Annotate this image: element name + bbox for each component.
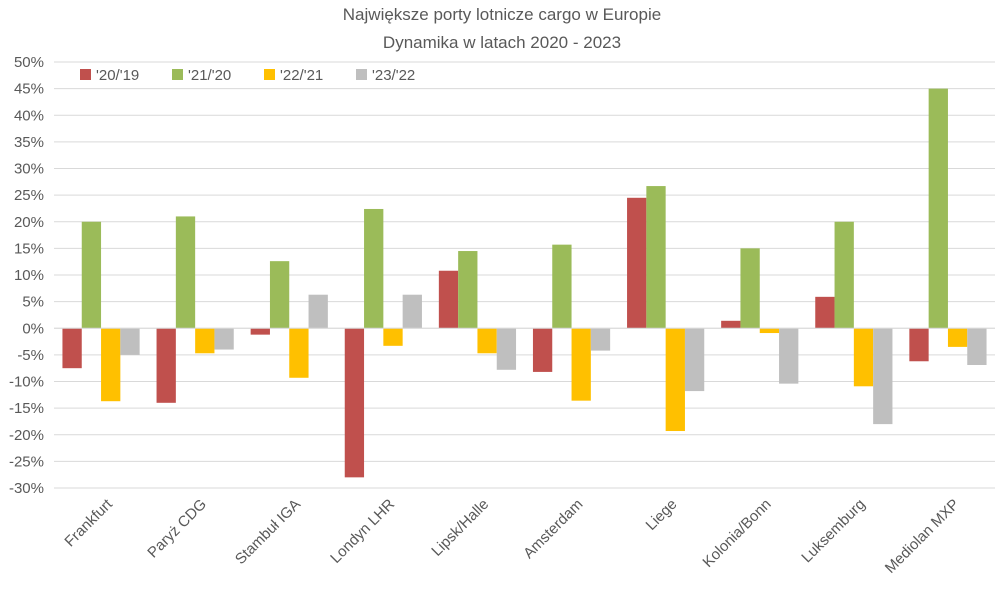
chart-title: Największe porty lotnicze cargo w Europi…	[343, 5, 661, 24]
y-tick-label: 30%	[14, 161, 44, 178]
bar	[779, 328, 799, 384]
y-tick-label: 35%	[14, 134, 44, 151]
bar	[458, 251, 478, 329]
x-tick-label: Amsterdam	[520, 496, 586, 562]
legend-label: '20/'19	[96, 67, 139, 84]
bar	[250, 328, 270, 335]
x-tick-label: Stambuł IGA	[232, 496, 304, 568]
x-tick-label: Mediolan MXP	[882, 496, 963, 577]
bar	[195, 328, 215, 354]
bar	[740, 248, 760, 329]
y-tick-label: 50%	[14, 54, 44, 71]
y-tick-label: 10%	[14, 267, 44, 284]
y-tick-label: -15%	[9, 400, 44, 417]
bar	[344, 328, 365, 478]
legend: '20/'19 '21/'20 '22/'21 '23/'22	[80, 67, 415, 84]
bar	[815, 296, 835, 329]
bar	[552, 244, 572, 329]
bar	[477, 328, 497, 354]
x-tick-label: Kolonia/Bonn	[699, 496, 774, 571]
bar	[364, 208, 384, 329]
bar	[62, 328, 82, 369]
bar	[496, 328, 517, 370]
x-axis-tick-labels: Frankfurt Paryż CDG Stambuł IGA Londyn LHR L…	[61, 495, 962, 577]
y-tick-label: 0%	[22, 320, 44, 337]
y-tick-label: -25%	[9, 453, 44, 470]
bar	[834, 221, 854, 329]
bar	[627, 197, 647, 329]
x-tick-label: Liege	[643, 496, 681, 534]
bar	[81, 221, 102, 329]
bar	[289, 328, 309, 378]
bar	[120, 328, 140, 355]
chart-subtitle: Dynamika w latach 2020 - 2023	[383, 33, 621, 52]
y-tick-label: 20%	[14, 214, 44, 231]
bar	[928, 88, 948, 329]
bar	[156, 328, 176, 403]
bar	[308, 294, 328, 329]
bars	[62, 88, 987, 478]
bar	[873, 328, 893, 425]
bar	[909, 328, 929, 362]
bar	[571, 328, 591, 401]
bar	[684, 328, 705, 392]
legend-label: '22/'21	[280, 67, 323, 84]
y-tick-label: 5%	[22, 294, 44, 311]
bar	[947, 328, 968, 347]
y-tick-label: -20%	[9, 427, 44, 444]
y-tick-label: -5%	[17, 347, 44, 364]
bar	[759, 328, 780, 334]
x-tick-label: Lipsk/Halle	[428, 496, 492, 560]
bar	[532, 328, 553, 372]
bar	[402, 294, 422, 329]
legend-swatch	[264, 69, 275, 80]
legend-label: '21/'20	[188, 67, 231, 84]
bar	[383, 328, 403, 346]
bar	[269, 261, 290, 329]
bar	[590, 328, 611, 351]
bar	[175, 216, 196, 329]
legend-swatch	[356, 69, 367, 80]
bar	[101, 328, 121, 402]
bar	[214, 328, 234, 350]
bar	[853, 328, 874, 387]
y-tick-label: 15%	[14, 240, 44, 257]
y-tick-label: 45%	[14, 81, 44, 98]
x-tick-label: Frankfurt	[61, 495, 116, 550]
legend-label: '23/'22	[372, 67, 415, 84]
y-tick-label: 40%	[14, 107, 44, 124]
y-axis-tick-labels: 50% 45% 40% 35% 30% 25% 20% 15% 10% 5% 0% -5% -10% -1…	[9, 54, 44, 497]
bar	[438, 270, 459, 329]
legend-swatch	[80, 69, 91, 80]
y-tick-label: -30%	[9, 480, 44, 497]
bar	[665, 328, 685, 432]
x-tick-label: Londyn LHR	[327, 496, 398, 567]
y-tick-label: -10%	[9, 374, 44, 391]
x-tick-label: Paryż CDG	[144, 496, 210, 562]
bar	[967, 328, 987, 365]
bar	[646, 186, 666, 329]
x-tick-label: Luksemburg	[798, 496, 868, 566]
bar	[721, 320, 741, 329]
y-tick-label: 25%	[14, 187, 44, 204]
legend-swatch	[172, 69, 183, 80]
